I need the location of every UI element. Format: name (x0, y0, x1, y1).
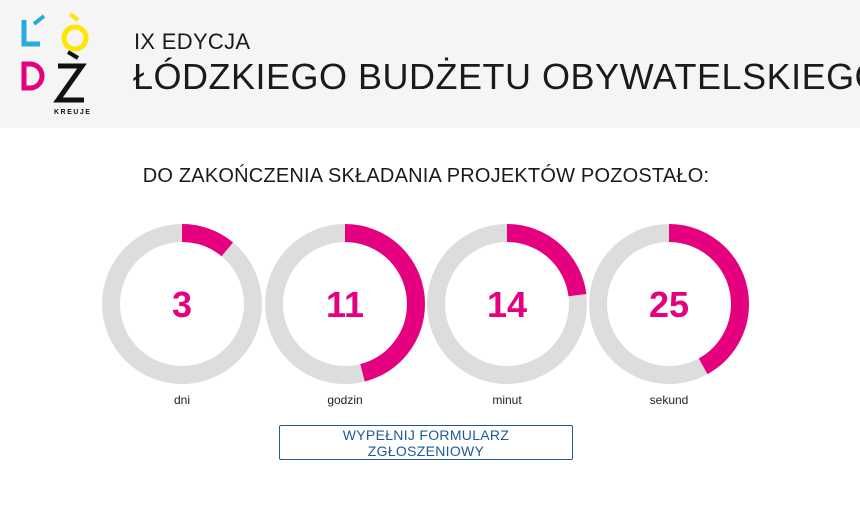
days-ring (102, 224, 262, 384)
seconds-label: sekund (649, 393, 689, 407)
countdown-title: DO ZAKOŃCZENIA SKŁADANIA PROJEKTÓW POZOS… (142, 165, 710, 187)
timer-seconds: 25 sekund (587, 222, 751, 412)
lodz-logo: KREUJE (21, 12, 91, 116)
edition-label: IX EDYCJA (134, 29, 251, 54)
days-value: 3 (171, 284, 193, 325)
minutes-label: minut (492, 393, 522, 407)
logo-tagline: KREUJE (54, 109, 91, 116)
minutes-ring (427, 224, 587, 384)
seconds-value: 25 (648, 284, 690, 325)
hours-value: 11 (325, 284, 365, 325)
minutes-value: 14 (486, 284, 528, 325)
days-label: dni (173, 393, 190, 407)
hours-ring (265, 224, 425, 384)
timer-days: 3 dni (100, 222, 264, 412)
timer-minutes: 14 minut (425, 222, 589, 412)
page-title: ŁÓDZKIEGO BUDŻETU OBYWATELSKIEGO (133, 56, 860, 97)
submission-form-button[interactable]: WYPEŁNIJ FORMULARZ ZGŁOSZENIOWY (279, 425, 573, 460)
timer-hours: 11 godzin (263, 222, 427, 412)
header: KREUJE IX EDYCJA ŁÓDZKIEGO BUDŻETU OBYWA… (0, 0, 860, 128)
hours-label: godzin (327, 393, 363, 407)
seconds-ring (589, 224, 749, 384)
